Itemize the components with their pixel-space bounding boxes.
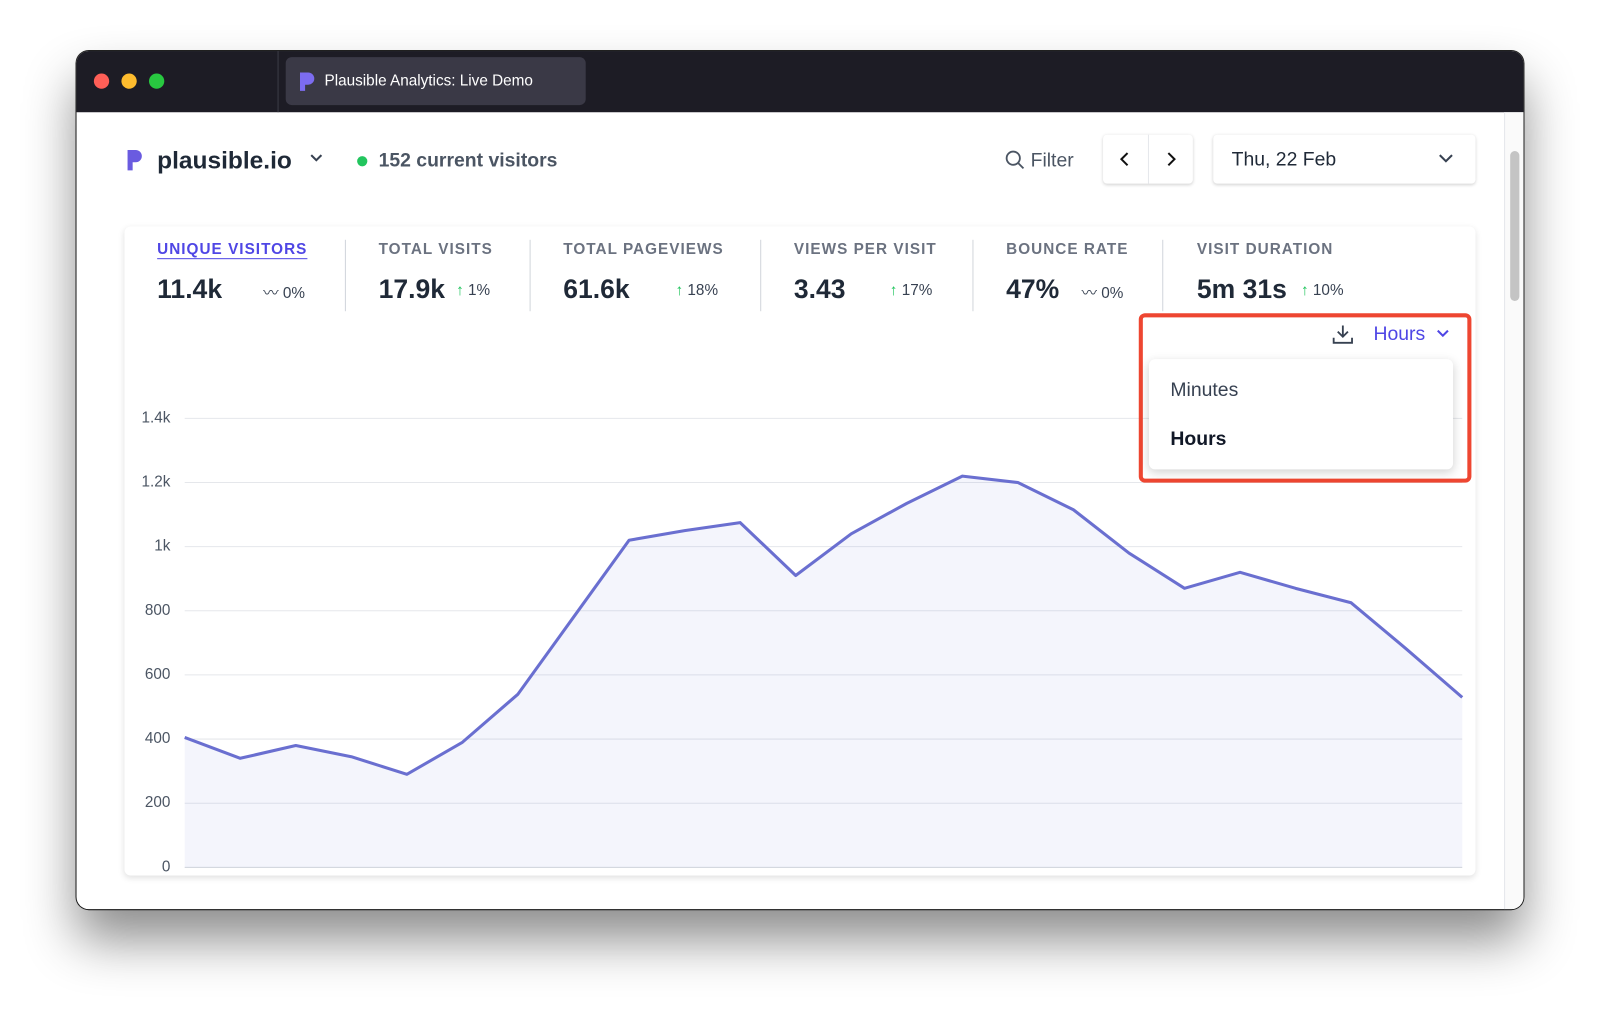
metric-value: 47% <box>1006 273 1059 305</box>
flat-icon: 〰 <box>263 285 278 302</box>
y-tick-label: 800 <box>145 602 171 619</box>
up-icon: ↑ <box>456 282 464 299</box>
y-tick-label: 0 <box>162 858 171 875</box>
date-chevron <box>1438 153 1454 165</box>
metric-label: UNIQUE VISITORS <box>157 241 307 258</box>
scroll-thumb[interactable] <box>1510 151 1519 301</box>
current-visitors[interactable]: 152 current visitors <box>379 150 558 172</box>
tab[interactable]: Plausible Analytics: Live Demo <box>286 57 586 105</box>
menu-option[interactable]: Minutes <box>1170 380 1238 402</box>
tab-icon <box>298 70 316 92</box>
separator <box>278 51 279 112</box>
minimize-button[interactable] <box>121 73 136 88</box>
divider <box>1162 240 1163 311</box>
area <box>185 476 1463 867</box>
metric-value: 11.4k <box>157 273 222 305</box>
site-logo <box>126 148 144 172</box>
date-label: Thu, 22 Feb <box>1232 149 1337 171</box>
date-picker[interactable]: Thu, 22 Feb <box>1213 135 1475 184</box>
y-tick-label: 400 <box>145 730 171 747</box>
download-button[interactable] <box>1332 323 1354 345</box>
interval-chevron <box>1436 329 1450 339</box>
divider <box>1148 135 1149 184</box>
y-tick-label: 1.4k <box>141 409 170 426</box>
divider <box>530 240 531 311</box>
metric[interactable]: BOUNCE RATE 47% 〰 0% <box>1006 241 1128 258</box>
scrollbar <box>1504 112 1523 909</box>
metric[interactable]: TOTAL PAGEVIEWS 61.6k ↑ 18% <box>563 241 723 258</box>
metric[interactable]: TOTAL VISITS 17.9k ↑ 1% <box>379 241 493 258</box>
site-chevron[interactable] <box>309 153 323 163</box>
metric-change: 18% <box>687 282 718 299</box>
metric[interactable]: VISIT DURATION 5m 31s ↑ 10% <box>1197 241 1333 258</box>
divider <box>760 240 761 311</box>
metric-change: 0% <box>1101 285 1123 302</box>
interval-button[interactable]: Hours <box>1373 323 1425 345</box>
next-button[interactable] <box>1162 151 1178 167</box>
y-tick-label: 1.2k <box>141 474 170 491</box>
metric-change: 17% <box>902 282 933 299</box>
period-nav <box>1103 135 1193 184</box>
zoom-button[interactable] <box>149 73 164 88</box>
interval-menu: Minutes Hours <box>1149 359 1453 469</box>
metric-label: BOUNCE RATE <box>1006 241 1128 258</box>
filter-button[interactable]: Filter <box>1031 150 1074 172</box>
metric[interactable]: UNIQUE VISITORS 11.4k 〰 0% <box>157 241 307 258</box>
divider <box>345 240 346 311</box>
browser-window: Plausible Analytics: Live Demo plausible… <box>77 51 1524 909</box>
y-tick-label: 1k <box>154 538 171 555</box>
metric-value: 61.6k <box>563 273 629 305</box>
up-icon: ↑ <box>890 282 898 299</box>
divider <box>972 240 973 311</box>
tab-title: Plausible Analytics: Live Demo <box>324 72 532 89</box>
metric-label: VISIT DURATION <box>1197 241 1333 258</box>
metric-value: 17.9k <box>379 273 445 305</box>
y-tick-label: 600 <box>145 666 171 683</box>
close-button[interactable] <box>94 73 109 88</box>
title-bar: Plausible Analytics: Live Demo <box>77 51 1524 112</box>
metric-value: 3.43 <box>794 273 846 305</box>
metric-change: 1% <box>468 282 490 299</box>
metric-label: TOTAL VISITS <box>379 241 493 258</box>
metric-label: TOTAL PAGEVIEWS <box>563 241 723 258</box>
metric-value: 5m 31s <box>1197 273 1287 305</box>
site-name[interactable]: plausible.io <box>157 147 292 176</box>
up-icon: ↑ <box>676 282 684 299</box>
metric[interactable]: VIEWS PER VISIT 3.43 ↑ 17% <box>794 241 937 258</box>
live-dot <box>357 156 367 166</box>
metric-change: 10% <box>1313 282 1344 299</box>
menu-option[interactable]: Hours <box>1170 429 1226 451</box>
metric-change: 0% <box>283 285 305 302</box>
search-icon <box>1005 150 1025 170</box>
prev-button[interactable] <box>1117 151 1133 167</box>
flat-icon: 〰 <box>1082 285 1097 302</box>
metric-label: VIEWS PER VISIT <box>794 241 937 258</box>
up-icon: ↑ <box>1301 282 1309 299</box>
y-tick-label: 200 <box>145 794 171 811</box>
